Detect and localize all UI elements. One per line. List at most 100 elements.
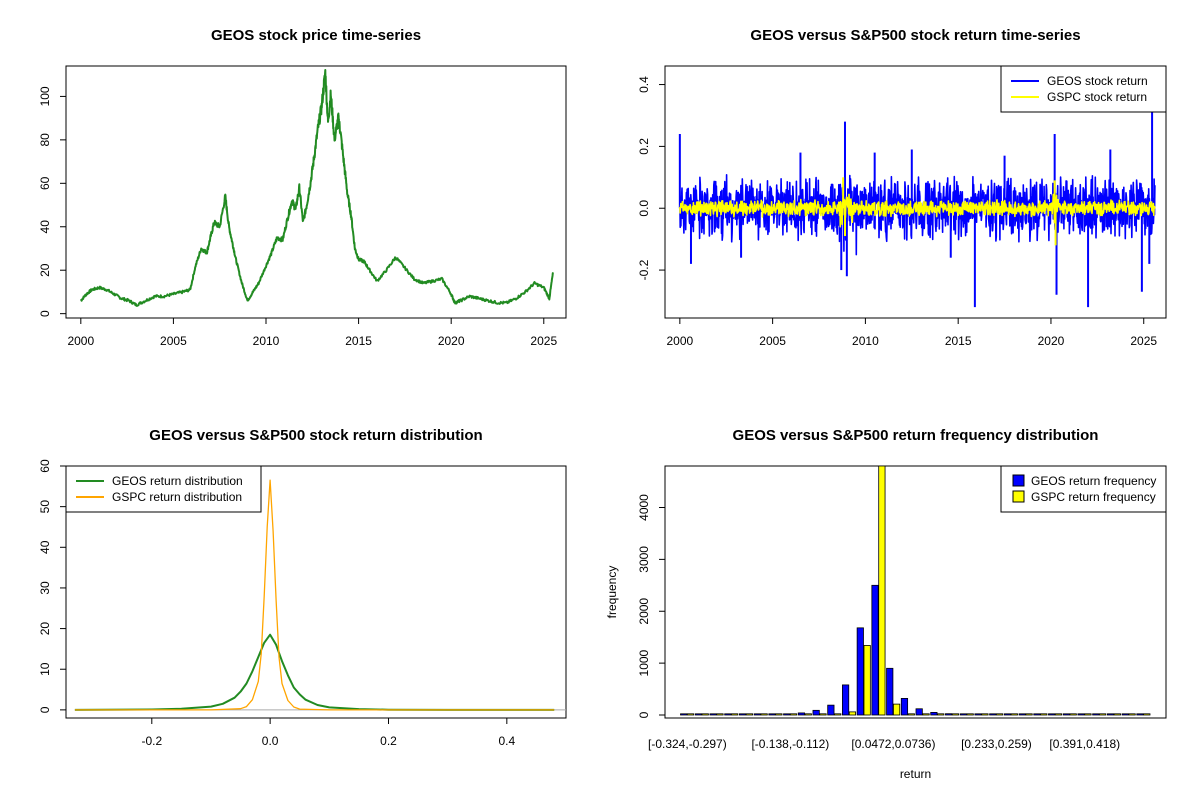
chart-title: GEOS versus S&P500 stock return time-ser… [750, 27, 1080, 44]
geos-freq-bar [959, 713, 967, 716]
geos-freq-bar [1018, 713, 1026, 716]
y-tick-label: 1000 [637, 649, 651, 676]
chart-title: GEOS stock price time-series [211, 27, 421, 44]
y-tick-label: 20 [38, 622, 52, 636]
geos-freq-bar [1003, 713, 1012, 716]
plot-frame [664, 465, 1167, 719]
x-tick-label: 2025 [1130, 334, 1157, 348]
x-tick-label: 2000 [67, 334, 94, 348]
legend-box [1000, 465, 1167, 513]
geos-freq-bar [989, 713, 997, 716]
x-tick-label: 0.0 [262, 734, 279, 748]
chart-title: GEOS versus S&P500 return frequency dist… [733, 427, 1099, 444]
gspc-freq-bar [745, 713, 753, 716]
geos-freq-bar [1048, 713, 1056, 716]
y-tick-label: 30 [38, 581, 52, 595]
gspc-freq-bar [701, 713, 709, 716]
gspc-freq-bar [686, 713, 695, 716]
x-tick-label: 2020 [1038, 334, 1065, 348]
y-tick-label: 0.4 [637, 76, 651, 93]
gspc-return-line [679, 193, 1156, 228]
geos-freq-bar [680, 713, 688, 716]
legend-swatch [1012, 490, 1025, 503]
gspc-freq-bar [1010, 713, 1018, 716]
gspc-freq-bar [1113, 713, 1121, 716]
geos-freq-bar [724, 713, 732, 716]
y-tick-label: 0 [38, 310, 52, 317]
panel-2: GEOS versus S&P500 stock return time-ser… [637, 27, 1167, 348]
gspc-freq-bar [716, 713, 724, 716]
x-tick-label: 2005 [759, 334, 786, 348]
legend-label: GSPC stock return [1047, 90, 1147, 104]
geos-return-line [679, 174, 1156, 256]
y-axis-label: frequency [605, 566, 619, 619]
geos-freq-bar [900, 698, 909, 716]
x-tick-label: 2000 [666, 334, 693, 348]
panel-3: GEOS versus S&P500 stock return distribu… [38, 427, 567, 748]
geos-freq-bar [783, 713, 791, 716]
geos-freq-bar [694, 713, 702, 716]
plot-frame [65, 65, 567, 319]
gspc-freq-bar [878, 465, 886, 716]
geos-freq-bar [945, 713, 953, 716]
gspc-freq-bar [951, 713, 960, 716]
geos-freq-bar [1092, 713, 1100, 716]
x-tick-label: [0.233,0.259) [961, 737, 1032, 751]
panel-4: GEOS versus S&P500 return frequency dist… [605, 427, 1167, 781]
x-axis-label: return [900, 767, 931, 781]
gspc-freq-bar [819, 713, 827, 716]
gspc-freq-bar [1069, 713, 1077, 716]
y-tick-label: 4000 [637, 494, 651, 521]
gspc-freq-bar [1025, 713, 1033, 716]
geos-freq-bar [1077, 713, 1085, 716]
y-tick-label: 3000 [637, 546, 651, 573]
geos-freq-bar [842, 684, 850, 716]
y-tick-label: 80 [38, 133, 52, 147]
gspc-freq-bar [1128, 713, 1136, 716]
y-tick-label: 50 [38, 500, 52, 514]
geos-freq-bar [753, 713, 761, 716]
y-tick-label: 40 [38, 220, 52, 234]
x-tick-label: 2010 [852, 334, 879, 348]
x-tick-label: 2015 [945, 334, 972, 348]
chart-title: GEOS versus S&P500 stock return distribu… [149, 427, 482, 444]
legend-box [1000, 65, 1167, 113]
x-tick-label: [0.391,0.418) [1049, 737, 1120, 751]
geos-freq-bar [930, 712, 938, 716]
legend-label: GEOS stock return [1047, 74, 1148, 88]
gspc-freq-bar [1099, 713, 1107, 716]
y-tick-label: 20 [38, 263, 52, 277]
x-tick-label: -0.2 [141, 734, 162, 748]
geos-freq-bar [768, 713, 776, 716]
geos-freq-bar [871, 584, 879, 716]
gspc-freq-bar [1040, 713, 1048, 716]
geos-freq-bar [1106, 713, 1115, 716]
geos-freq-bar [812, 709, 820, 716]
gspc-density-line [74, 479, 555, 711]
gspc-freq-bar [804, 713, 812, 716]
gspc-freq-bar [731, 713, 739, 716]
gspc-freq-bar [1084, 713, 1092, 716]
geos-freq-bar [827, 704, 835, 716]
geos-freq-bar [1033, 713, 1041, 716]
geos-freq-bar [886, 667, 894, 716]
x-tick-label: [-0.324,-0.297) [648, 737, 727, 751]
x-tick-label: 2020 [438, 334, 465, 348]
y-tick-label: 60 [38, 176, 52, 190]
legend-box [65, 465, 262, 513]
y-tick-label: 40 [38, 540, 52, 554]
x-tick-label: 0.2 [380, 734, 397, 748]
geos-freq-bar [974, 713, 982, 716]
gspc-freq-bar [775, 713, 783, 716]
y-tick-label: 60 [38, 459, 52, 473]
geos-freq-bar [915, 708, 923, 716]
y-tick-label: 10 [38, 662, 52, 676]
price-series-line [79, 69, 554, 307]
geos-freq-bar [709, 713, 717, 716]
y-tick-label: 0 [38, 706, 52, 713]
gspc-freq-bar [966, 713, 974, 716]
y-tick-label: -0.2 [637, 259, 651, 280]
geos-density-line [74, 633, 555, 711]
gspc-freq-bar [834, 713, 842, 716]
